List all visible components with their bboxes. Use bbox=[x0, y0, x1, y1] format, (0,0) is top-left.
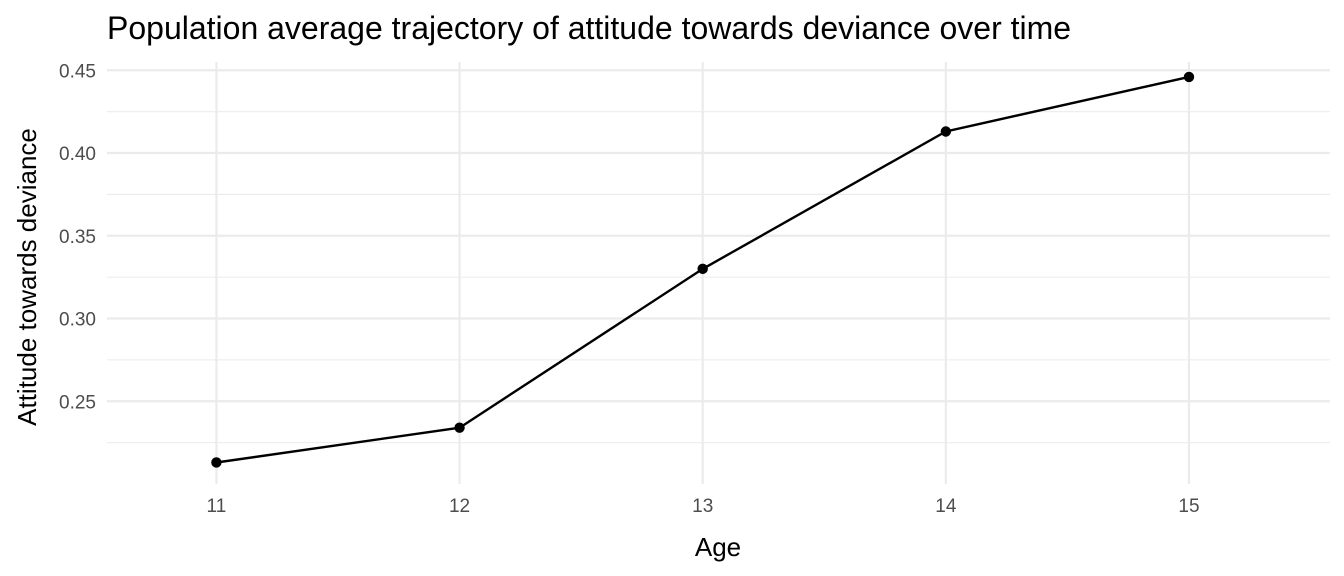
y-tick-label-0: 0.25 bbox=[59, 392, 96, 413]
y-tick-label-4: 0.45 bbox=[59, 61, 96, 82]
x-tick-label-0: 11 bbox=[207, 496, 227, 517]
x-tick-label-3: 14 bbox=[935, 496, 957, 517]
series-layer bbox=[211, 71, 1195, 468]
chart-title: Population average trajectory of attitud… bbox=[107, 10, 1071, 46]
y-tick-label-3: 0.40 bbox=[59, 144, 96, 165]
grid-lines bbox=[107, 62, 1330, 484]
y-axis-title: Attitude towards deviance bbox=[12, 128, 42, 426]
data-point-0-4 bbox=[1183, 71, 1195, 83]
x-tick-label-4: 15 bbox=[1178, 496, 1199, 517]
data-point-0-0 bbox=[211, 457, 222, 468]
x-tick-label-1: 12 bbox=[449, 496, 470, 517]
data-point-0-3 bbox=[940, 126, 952, 137]
y-tick-label-2: 0.35 bbox=[59, 227, 96, 248]
y-tick-label-1: 0.30 bbox=[59, 310, 96, 331]
data-point-0-1 bbox=[454, 422, 465, 433]
x-axis-title: Age bbox=[695, 532, 741, 562]
tick-labels: 0.25 0.30 0.35 0.40 0.45 11 12 13 14 15 bbox=[59, 61, 1200, 517]
x-tick-label-2: 13 bbox=[692, 496, 713, 517]
data-point-0-2 bbox=[697, 263, 708, 275]
